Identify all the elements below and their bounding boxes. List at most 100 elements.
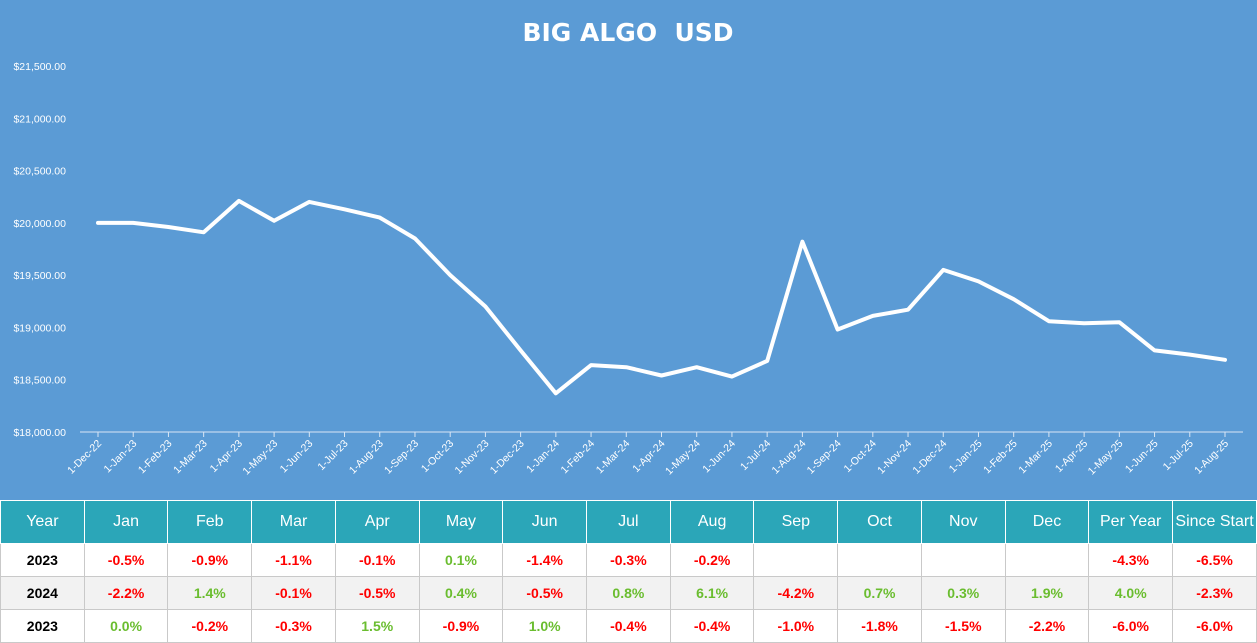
table-row: 2023 0.0% -0.2% -0.3% 1.5% -0.9% 1.0% -0.4% -0.4… — [0, 609, 1257, 643]
year-cell: 2023 — [0, 543, 85, 577]
x-tick-label: 1-Aug-24 — [769, 438, 808, 477]
header-aug: Aug — [669, 500, 755, 544]
data-point — [1047, 319, 1051, 323]
return-cell: 1.0% — [502, 609, 588, 643]
x-tick-label: 1-Oct-23 — [419, 438, 456, 475]
return-cell: 0.4% — [418, 576, 504, 610]
return-cell — [1004, 543, 1090, 577]
return-cell: 0.0% — [83, 609, 169, 643]
return-cell: -1.4% — [502, 543, 588, 577]
header-apr: Apr — [334, 500, 420, 544]
y-tick-label: $21,500.00 — [13, 61, 66, 73]
data-point — [1012, 297, 1016, 301]
data-point — [131, 221, 135, 225]
y-tick-label: $21,000.00 — [13, 113, 66, 125]
data-point — [800, 240, 804, 244]
data-point — [307, 200, 311, 204]
return-cell: -0.3% — [251, 609, 336, 643]
return-cell: -0.9% — [418, 609, 504, 643]
year-cell: 2023 — [0, 609, 85, 643]
y-tick-label: $18,500.00 — [13, 375, 66, 387]
return-cell: -4.3% — [1088, 543, 1174, 577]
data-point — [906, 308, 910, 312]
header-since-start: Since Start — [1172, 500, 1257, 544]
x-tick-label: 1-Sep-24 — [805, 438, 844, 477]
data-point — [413, 237, 417, 241]
table-row: 2023 -0.5% -0.9% -1.1% -0.1% 0.1% -1.4% -0.3% -0… — [0, 543, 1257, 577]
data-point — [1153, 348, 1157, 352]
data-point — [483, 305, 487, 309]
drop-lines — [97, 200, 1226, 432]
return-cell: -2.3% — [1172, 576, 1257, 610]
return-cell: -6.0% — [1088, 609, 1174, 643]
y-tick-label: $18,000.00 — [13, 427, 66, 439]
data-point — [941, 268, 945, 272]
data-point — [166, 225, 170, 229]
data-point — [554, 391, 558, 395]
return-cell: -1.1% — [251, 543, 336, 577]
year-cell: 2024 — [0, 576, 85, 610]
data-point — [1188, 353, 1192, 357]
return-cell: -0.2% — [167, 609, 253, 643]
return-cell: 6.1% — [669, 576, 755, 610]
data-point — [1117, 320, 1121, 324]
data-point — [272, 219, 276, 223]
data-point — [730, 375, 734, 379]
header-nov: Nov — [920, 500, 1006, 544]
return-cell: -0.5% — [83, 543, 169, 577]
header-dec: Dec — [1004, 500, 1090, 544]
return-cell: -0.1% — [334, 543, 420, 577]
return-cell: -2.2% — [1004, 609, 1090, 643]
header-sep: Sep — [753, 500, 839, 544]
return-cell: -0.5% — [334, 576, 420, 610]
y-axis: $18,000.00 $18,500.00 $19,000.00 $19,500.00… — [13, 61, 66, 439]
header-year: Year — [0, 500, 85, 544]
x-tick-label: 1-Jul-23 — [315, 438, 350, 473]
return-cell: -0.4% — [586, 609, 671, 643]
data-point — [343, 207, 347, 211]
x-tick-label: 1-Mar-24 — [594, 438, 633, 477]
x-tick-label: 1-Feb-24 — [559, 438, 598, 477]
table-header-row: Year Jan Feb Mar Apr May Jun Jul Aug Sep… — [0, 500, 1257, 544]
return-cell: 1.4% — [167, 576, 253, 610]
y-tick-label: $19,500.00 — [13, 270, 66, 282]
table-row: 2024 -2.2% 1.4% -0.1% -0.5% 0.4% -0.5% 0.8% 6.1%… — [0, 576, 1257, 610]
header-jan: Jan — [83, 500, 169, 544]
return-cell: 0.1% — [418, 543, 504, 577]
x-tick-label: 1-May-25 — [1086, 438, 1126, 478]
x-tick-label: 1-Jan-25 — [947, 438, 985, 476]
return-cell: -0.5% — [502, 576, 588, 610]
data-point — [765, 359, 769, 363]
x-tick-label: 1-Aug-25 — [1192, 438, 1231, 477]
header-per-year: Per Year — [1088, 500, 1174, 544]
return-cell — [920, 543, 1006, 577]
return-cell: -0.1% — [251, 576, 336, 610]
x-tick-label: 1-Nov-23 — [453, 438, 492, 477]
x-tick-label: 1-Jan-24 — [524, 438, 562, 476]
x-tick-label: 1-Jul-25 — [1161, 438, 1196, 473]
return-cell: 0.7% — [837, 576, 922, 610]
return-cell — [753, 543, 839, 577]
data-point — [589, 363, 593, 367]
data-point — [96, 221, 100, 225]
return-cell: -1.0% — [753, 609, 839, 643]
x-tick-label: 1-Jun-24 — [700, 438, 738, 476]
data-point — [237, 199, 241, 203]
x-tick-label: 1-Jun-25 — [1123, 438, 1161, 476]
data-point — [976, 279, 980, 283]
return-cell: -0.2% — [669, 543, 755, 577]
x-tick-label: 1-Mar-23 — [171, 438, 210, 477]
return-cell: -1.5% — [920, 609, 1006, 643]
x-tick-label: 1-Mar-25 — [1016, 438, 1055, 477]
return-cell: -0.3% — [586, 543, 671, 577]
data-point — [695, 365, 699, 369]
chart-title: BIG ALGO USD — [522, 18, 733, 47]
data-point — [660, 374, 663, 378]
data-point — [448, 273, 452, 277]
header-jul: Jul — [586, 500, 671, 544]
x-tick-label: 1-Dec-23 — [488, 438, 527, 477]
data-points — [96, 199, 1227, 395]
x-tick-label: 1-May-23 — [240, 438, 280, 478]
x-tick-label: 1-Aug-23 — [347, 438, 386, 477]
return-cell: -1.8% — [837, 609, 922, 643]
